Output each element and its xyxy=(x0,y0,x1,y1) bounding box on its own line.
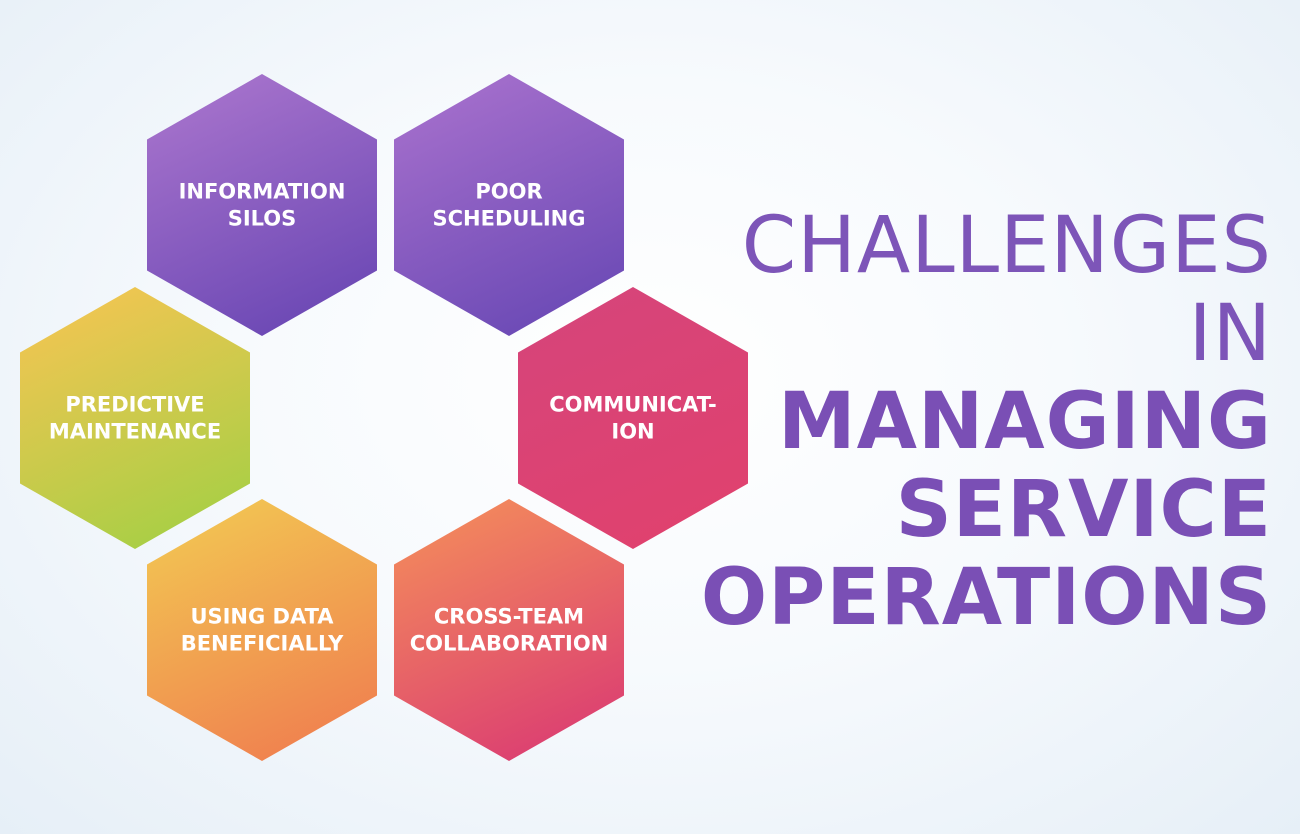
hexagon-label-line: USING DATA xyxy=(190,605,334,629)
hexagon-predictive-maintenance: PREDICTIVE MAINTENANCE xyxy=(20,287,250,549)
hexagon-shape xyxy=(394,74,624,336)
hexagon-label-line: COLLABORATION xyxy=(410,632,609,656)
hexagon-label-line: INFORMATION xyxy=(179,180,346,204)
title-line-challenges: CHALLENGES xyxy=(741,201,1272,291)
title-line-operations: OPERATIONS xyxy=(700,553,1272,643)
hexagon-shape xyxy=(518,287,748,549)
hexagon-label-line: MAINTENANCE xyxy=(49,420,221,444)
hexagon-shape xyxy=(147,499,377,761)
title-line-managing: MANAGING xyxy=(778,377,1272,467)
hexagon-using-data-beneficially: USING DATA BENEFICIALLY xyxy=(147,499,377,761)
hexagon-cross-team-collaboration: CROSS-TEAM COLLABORATION xyxy=(394,499,624,761)
hexagon-poor-scheduling: POOR SCHEDULING xyxy=(394,74,624,336)
title-line-service: SERVICE xyxy=(895,465,1272,555)
hexagon-information-silos: INFORMATION SILOS xyxy=(147,74,377,336)
hexagon-label-line: COMMUNICAT- xyxy=(549,393,717,417)
hexagon-label-line: PREDICTIVE xyxy=(65,393,204,417)
hexagon-label-line: BENEFICIALLY xyxy=(181,632,344,656)
hexagon-label-line: SCHEDULING xyxy=(433,207,586,231)
hexagon-label-line: POOR xyxy=(475,180,542,204)
hexagon-label-line: CROSS-TEAM xyxy=(434,605,584,629)
hexagon-label-line: SILOS xyxy=(228,207,297,231)
hexagon-shape xyxy=(20,287,250,549)
hexagon-shape xyxy=(394,499,624,761)
hexagon-communication: COMMUNICAT- ION xyxy=(518,287,748,549)
hexagon-shape xyxy=(147,74,377,336)
title-block: CHALLENGES IN MANAGING SERVICE OPERATION… xyxy=(701,202,1272,642)
title-line-in: IN xyxy=(1188,289,1272,379)
hexagon-label-line: ION xyxy=(611,420,654,444)
